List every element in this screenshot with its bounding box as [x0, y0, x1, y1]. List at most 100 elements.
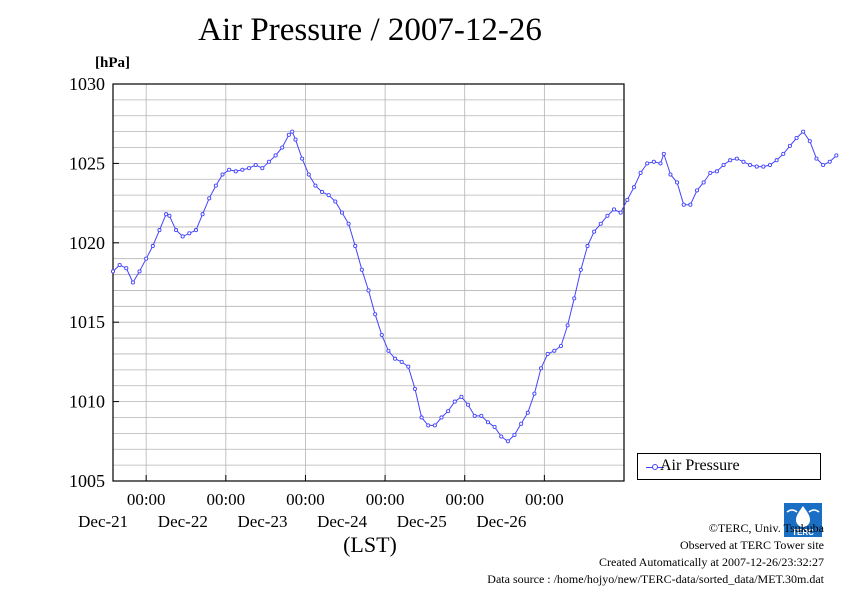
data-point	[618, 210, 623, 215]
data-point	[124, 266, 129, 271]
data-point	[754, 164, 759, 169]
data-point	[286, 132, 291, 137]
data-point	[787, 143, 792, 148]
data-point	[432, 423, 437, 428]
data-point	[519, 421, 524, 426]
data-point	[728, 158, 733, 163]
chart-title: Air Pressure / 2007-12-26	[198, 12, 542, 48]
legend: Air Pressure	[637, 453, 821, 480]
data-point	[130, 280, 135, 285]
data-point	[505, 439, 510, 444]
data-point	[373, 312, 378, 317]
data-point	[774, 158, 779, 163]
data-point	[492, 424, 497, 430]
data-point	[319, 189, 325, 195]
data-point	[446, 409, 451, 414]
data-point	[346, 221, 351, 226]
data-point	[260, 166, 265, 171]
plot-frame	[112, 83, 625, 482]
data-point	[465, 402, 471, 407]
data-point	[227, 167, 232, 172]
data-point	[472, 413, 477, 418]
legend-label: Air Pressure	[660, 457, 740, 474]
x-tick-time: 00:00	[525, 490, 564, 509]
data-point	[525, 410, 530, 415]
data-point	[412, 386, 418, 391]
data-point	[187, 231, 192, 236]
x-tick-date: Dec-25	[397, 512, 447, 531]
data-point	[512, 432, 517, 437]
data-point	[326, 193, 331, 198]
data-point	[293, 137, 298, 142]
data-point	[366, 288, 371, 293]
data-point	[173, 228, 179, 233]
data-point	[306, 172, 311, 177]
data-point	[734, 156, 739, 161]
data-point	[479, 413, 484, 418]
data-point	[741, 159, 746, 164]
data-point	[578, 267, 583, 272]
data-point	[193, 228, 199, 233]
data-point	[668, 172, 673, 177]
data-point	[694, 188, 700, 193]
x-tick-date: Dec-24	[317, 512, 368, 531]
footer-observed: Observed at TERC Tower site	[679, 538, 824, 552]
x-tick-time: 00:00	[127, 490, 166, 509]
data-point	[213, 183, 218, 188]
x-tick-date: Dec-21	[78, 512, 128, 531]
data-point	[313, 183, 318, 188]
data-point	[200, 212, 205, 217]
data-point	[658, 161, 663, 166]
data-point	[714, 169, 719, 174]
data-point	[538, 366, 544, 371]
data-point	[253, 162, 258, 168]
x-tick-date: Dec-23	[237, 512, 287, 531]
data-point	[164, 212, 169, 217]
data-point	[180, 234, 185, 239]
data-point	[645, 161, 650, 166]
data-point	[675, 180, 680, 185]
data-point	[280, 145, 285, 150]
data-point	[290, 129, 295, 134]
footer-created: Created Automatically at 2007-12-26/23:3…	[599, 555, 824, 569]
data-point	[631, 185, 637, 190]
x-tick-time: 00:00	[445, 490, 484, 509]
x-axis-label: (LST)	[343, 532, 397, 557]
data-point	[532, 391, 537, 396]
data-point	[167, 213, 172, 218]
data-point	[827, 159, 832, 164]
data-point	[459, 394, 464, 399]
data-point	[359, 267, 364, 272]
data-point	[688, 202, 693, 207]
data-point	[625, 197, 630, 202]
data-point	[399, 359, 404, 364]
data-point	[708, 170, 713, 175]
data-point	[814, 156, 819, 161]
data-point	[651, 159, 656, 164]
footer-source: Data source : /home/hojyo/new/TERC-data/…	[487, 572, 824, 586]
data-point	[419, 415, 424, 420]
data-point	[144, 256, 149, 261]
y-tick-label: 1010	[69, 392, 105, 412]
data-point	[353, 243, 358, 249]
y-tick-label: 1005	[69, 471, 105, 491]
y-tick-label: 1025	[69, 153, 105, 173]
data-point	[333, 199, 338, 204]
data-point	[545, 351, 550, 357]
data-point	[386, 348, 391, 353]
data-point	[266, 159, 272, 164]
data-point	[721, 162, 726, 168]
data-point	[592, 229, 597, 234]
data-point	[605, 213, 610, 218]
data-point	[681, 202, 686, 207]
data-point	[392, 356, 398, 361]
logo-text: TERC	[792, 528, 814, 537]
water-drop-icon	[796, 506, 810, 527]
data-point	[485, 420, 491, 425]
data-point	[220, 172, 225, 177]
data-point	[767, 162, 773, 168]
data-point	[585, 243, 590, 249]
y-tick-label: 1020	[69, 233, 105, 253]
data-point	[379, 332, 384, 337]
data-point	[794, 135, 799, 141]
